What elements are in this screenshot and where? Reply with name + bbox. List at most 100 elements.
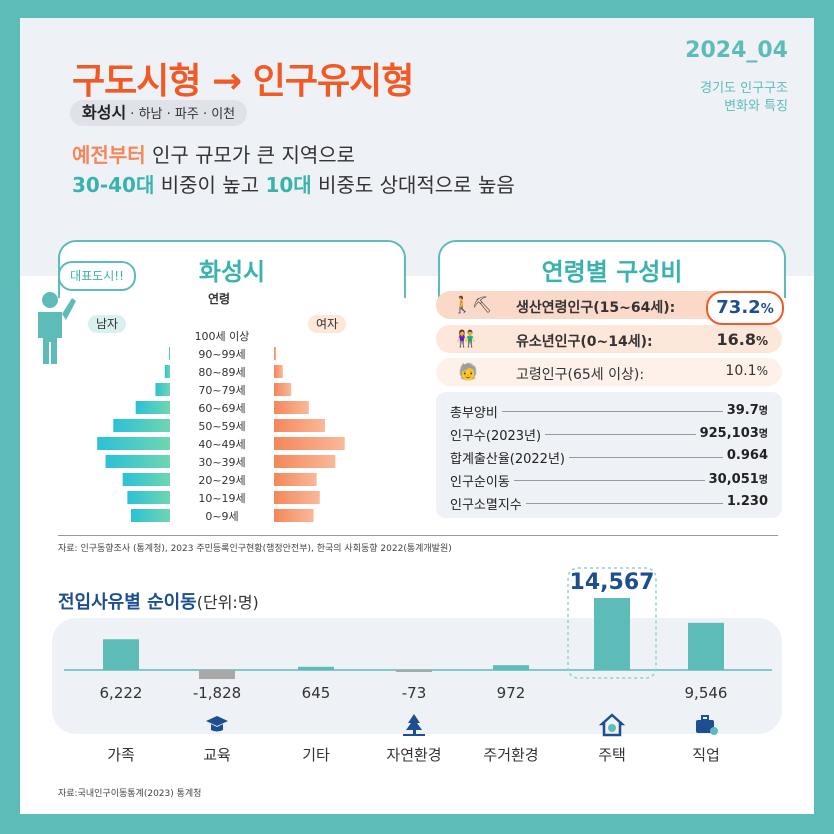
category-label: 직업 <box>692 746 720 764</box>
migration-bar <box>493 665 529 670</box>
stat-value: 925,103명 <box>695 425 768 441</box>
migration-bar <box>199 670 235 680</box>
female-label: 여자 <box>308 315 347 333</box>
male-bar <box>113 419 170 432</box>
working-age-value-badge: 73.2% <box>706 291 784 325</box>
stat-value: 39.7명 <box>722 402 768 418</box>
male-bar <box>164 365 170 378</box>
person-icon <box>38 292 76 364</box>
source-note-1: 자료: 인구동향조사 (통계청), 2023 주민등록인구현황(행정안전부), … <box>58 544 452 554</box>
bar-value-label: -73 <box>401 684 427 702</box>
elderly-value-number: 10.1 <box>725 363 757 379</box>
migration-bar <box>396 670 432 672</box>
category-label: 교육 <box>203 746 231 764</box>
composition-box: 연령별 구성비 <box>438 240 786 298</box>
series-subtitle: 경기도 인구구조 변화와 특징 <box>588 80 788 116</box>
age-label: 10~19세 <box>198 492 246 505</box>
other-cities: · 하남 · 파주 · 이천 <box>126 107 236 122</box>
subtitle-line-2: 변화와 특징 <box>724 99 788 114</box>
subtitle-line-1: 경기도 인구구조 <box>700 81 788 96</box>
female-bar <box>274 401 309 414</box>
female-bar <box>274 473 317 486</box>
headline-text-3: 비중도 상대적으로 높음 <box>311 173 515 197</box>
female-bar <box>274 383 292 396</box>
migration-unit: (단위:명) <box>196 593 259 612</box>
female-bar <box>274 491 320 504</box>
category-label: 주택 <box>598 746 626 764</box>
header-band <box>20 18 814 276</box>
stat-label: 인구소멸지수 <box>450 494 526 513</box>
female-bar <box>274 419 325 432</box>
migration-bar <box>594 598 630 670</box>
male-bar <box>168 347 170 360</box>
headline-accent-3: 10대 <box>265 173 312 197</box>
youth-label: 유소년인구(0~14세): <box>516 334 653 350</box>
male-bar <box>127 491 170 504</box>
headline: 예전부터 인구 규모가 큰 지역으로 30-40대 비중이 높고 10대 비중도… <box>72 140 515 200</box>
stat-label: 인구순이동 <box>450 471 514 490</box>
female-bar <box>274 365 283 378</box>
page-title: 구도시형 → 인구유지형 <box>72 61 414 102</box>
male-bar <box>155 383 170 396</box>
elderly-label: 고령인구(65세 이상): <box>516 367 645 383</box>
stat-leader <box>450 480 768 481</box>
stat-number: 1.230 <box>726 494 768 509</box>
category-label: 자연환경 <box>386 746 442 764</box>
speech-bubble: 대표도시!! <box>58 261 136 291</box>
female-bar <box>274 509 314 522</box>
infographic-card: 구도시형 → 인구유지형 2024_04 경기도 인구구조 변화와 특징 화성시… <box>20 18 814 814</box>
youth-row: 👫 유소년인구(0~14세): 16.8% <box>436 325 782 353</box>
age-label: 80~89세 <box>198 366 246 379</box>
elderly-icon: 🧓 <box>458 362 478 381</box>
youth-value-unit: % <box>755 334 768 348</box>
age-label: 100세 이상 <box>194 330 250 343</box>
migration-panel <box>52 618 782 734</box>
headline-accent-1: 예전부터 <box>72 143 146 167</box>
divider <box>58 535 778 536</box>
stat-value: 30,051명 <box>704 471 768 487</box>
elderly-row: 🧓 고령인구(65세 이상): 10.1% <box>436 358 782 386</box>
stat-number: 0.964 <box>726 448 768 463</box>
stats-box: 총부양비 39.7명 인구수(2023년) 925,103명 합계출산율(2022년) 0… <box>436 392 782 518</box>
bar-value-label: 6,222 <box>99 684 143 702</box>
headline-text-1: 인구 규모가 큰 지역으로 <box>145 143 356 167</box>
migration-svg <box>64 567 772 737</box>
stat-number: 39.7 <box>726 403 759 418</box>
bar-value-label: -1,828 <box>192 684 242 702</box>
migration-title-text: 전입사유별 순이동 <box>58 592 197 613</box>
female-bar <box>274 347 277 360</box>
stat-unit: 명 <box>758 406 768 417</box>
pyramid-svg <box>97 347 345 522</box>
age-label: 60~69세 <box>198 402 246 415</box>
migration-bar <box>298 666 334 670</box>
stat-unit: 명 <box>758 475 768 486</box>
female-bar <box>274 437 345 450</box>
migration-bar <box>103 639 139 670</box>
stat-leader <box>450 457 768 458</box>
pyramid-title: 화성시 <box>198 258 266 286</box>
stat-label: 합계출산율(2022년) <box>450 448 569 467</box>
bar-value-label: 972 <box>496 684 526 702</box>
city-name: 화성시 <box>82 103 127 122</box>
children-icon: 👫 <box>456 329 476 348</box>
stat-leader <box>450 434 768 435</box>
youth-value: 16.8% <box>716 330 768 349</box>
stat-leader <box>450 503 768 504</box>
composition-title: 연령별 구성비 <box>541 258 683 286</box>
male-bar <box>135 401 170 414</box>
working-age-label: 생산연령인구(15~64세): <box>516 300 676 316</box>
highlight-value: 14,567 <box>569 570 655 595</box>
bar-value-label: 645 <box>301 684 331 702</box>
female-bar <box>274 455 336 468</box>
issue-date: 2024_04 <box>685 38 788 63</box>
male-label: 남자 <box>88 315 127 333</box>
age-label: 40~49세 <box>198 438 246 451</box>
elderly-value-unit: % <box>756 364 768 378</box>
elderly-value: 10.1% <box>725 363 768 379</box>
age-label: 20~29세 <box>198 474 246 487</box>
category-label: 가족 <box>107 746 135 764</box>
working-age-value: 73.2 <box>716 297 761 318</box>
stat-unit: 명 <box>758 429 768 440</box>
briefcase-icon <box>696 715 718 735</box>
category-label: 주거환경 <box>483 746 539 764</box>
